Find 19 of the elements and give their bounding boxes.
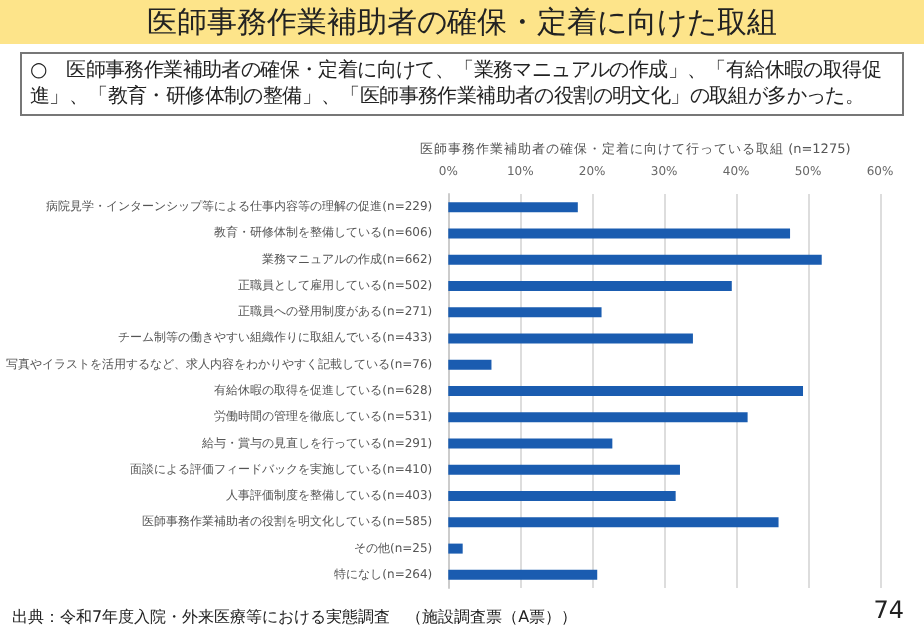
text: 74 <box>873 596 904 624</box>
bar <box>448 412 748 423</box>
bar <box>448 543 463 554</box>
bar <box>448 517 779 528</box>
bar <box>448 307 602 318</box>
bar <box>448 386 804 396</box>
text: ○ 医師事務作業補助者の確保・定着に向けて、「業務マニュアルの作成」、「有給休暇の取得促進」、「教育・研修体制の整備」、「医師事務作業補助者の役割の明文化」の取組が多かった。 <box>20 52 904 116</box>
bar <box>448 491 676 502</box>
bar <box>448 438 613 449</box>
source-note: 出典：令和7年度入院・外来医療等における実態調査 （施設調査票（A票）） <box>12 606 578 628</box>
bar <box>448 569 598 580</box>
bar <box>448 228 791 239</box>
chart-title: 医師事務作業補助者の確保・定着に向けた取組 <box>0 0 924 44</box>
bar <box>448 280 732 291</box>
bar <box>448 359 492 370</box>
bar <box>448 464 680 475</box>
bar <box>448 333 693 344</box>
bar <box>448 254 822 265</box>
bar <box>448 202 578 213</box>
